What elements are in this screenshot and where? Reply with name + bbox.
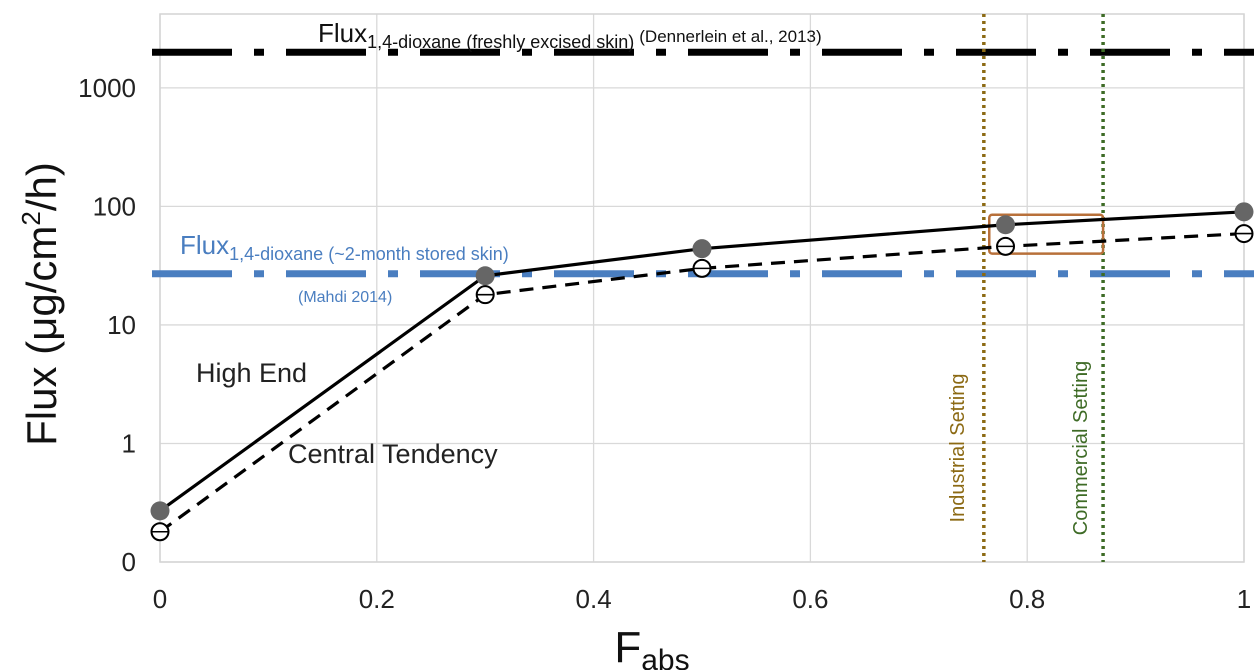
x-axis-title: Fabs bbox=[614, 623, 689, 670]
point-s0-1 bbox=[475, 266, 495, 286]
point-s1-3 bbox=[996, 236, 1016, 256]
ref-label-mahdi: (Mahdi 2014) bbox=[298, 289, 392, 306]
point-s1-2 bbox=[692, 258, 712, 278]
x-tick-label-0: 0 bbox=[153, 584, 167, 614]
ref-label-industrial: Industrial Setting bbox=[947, 374, 969, 523]
point-s0-0 bbox=[150, 501, 170, 521]
x-tick-label-3: 0.6 bbox=[792, 584, 828, 614]
y-axis-title-post: /h) bbox=[18, 162, 65, 211]
point-s0-2 bbox=[692, 239, 712, 259]
y-tick-label-2: 10 bbox=[107, 310, 136, 340]
x-axis-title-sub: abs bbox=[641, 644, 689, 670]
y-tick-label-1: 1 bbox=[122, 428, 136, 458]
series-label-central-tendency: Central Tendency bbox=[288, 439, 498, 469]
x-tick-label-2: 0.4 bbox=[576, 584, 612, 614]
y-axis-title: Flux (μg/cm2/h) bbox=[16, 162, 65, 446]
plot-frame bbox=[159, 13, 1245, 563]
y-tick-label-3: 100 bbox=[93, 191, 136, 221]
x-tick-label-1: 0.2 bbox=[359, 584, 395, 614]
ref-label-stored-skin: Flux1,4-dioxane (~2-month stored skin) bbox=[180, 230, 509, 264]
data-series bbox=[150, 202, 1254, 542]
y-tick-label-0: 0 bbox=[122, 547, 136, 577]
x-tick-label-5: 1 bbox=[1237, 584, 1251, 614]
series-label-high-end: High End bbox=[196, 358, 307, 388]
point-s1-1 bbox=[475, 285, 495, 305]
y-tick-label-4: 1000 bbox=[78, 73, 136, 103]
x-tick-label-4: 0.8 bbox=[1009, 584, 1045, 614]
highlight-box bbox=[988, 213, 1105, 255]
point-s1-4 bbox=[1234, 224, 1254, 244]
y-axis-title-sup: 2 bbox=[16, 211, 46, 225]
point-s1-0 bbox=[150, 522, 170, 542]
point-s0-3 bbox=[996, 215, 1016, 235]
ref-label-freshly-excised: Flux1,4-dioxane (freshly excised skin) (D… bbox=[318, 18, 822, 52]
point-s0-4 bbox=[1234, 202, 1254, 222]
ref-label-commercial: Commercial Setting bbox=[1070, 361, 1092, 536]
